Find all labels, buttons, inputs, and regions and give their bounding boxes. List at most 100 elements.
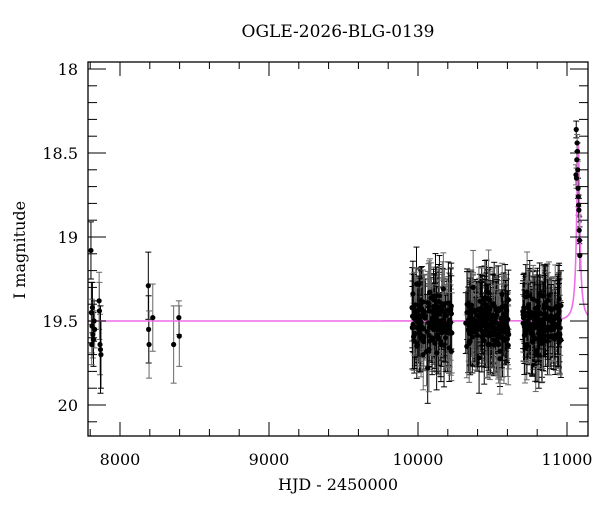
data-point <box>487 341 493 348</box>
data-point <box>531 317 537 323</box>
data-point <box>499 322 506 328</box>
data-point <box>528 329 535 335</box>
y-axis-label: I magnitude <box>10 201 29 299</box>
data-point <box>545 297 551 303</box>
data-point <box>466 340 472 346</box>
plot-frame <box>87 61 589 437</box>
data-point <box>545 338 551 344</box>
data-point <box>497 348 503 354</box>
data-point <box>531 321 537 327</box>
data-point <box>413 281 420 287</box>
data-point <box>416 324 422 330</box>
data-point <box>537 310 543 316</box>
data-point <box>89 304 96 311</box>
data-point <box>505 329 511 335</box>
data-point <box>467 318 473 325</box>
y-tick-label: 18 <box>58 60 78 79</box>
data-point <box>522 345 528 351</box>
data-point <box>484 315 491 321</box>
data-point <box>539 337 546 344</box>
data-point <box>525 304 531 311</box>
data-point <box>534 348 540 354</box>
data-point <box>530 296 536 302</box>
data-point <box>435 332 441 338</box>
data-point <box>415 317 421 323</box>
data-point <box>411 331 418 337</box>
data-point <box>493 315 499 321</box>
data-point <box>490 324 496 330</box>
data-point <box>96 308 103 314</box>
data-point <box>146 326 152 332</box>
data-point <box>574 157 580 163</box>
data-point <box>552 315 558 322</box>
data-point <box>505 297 511 303</box>
data-point <box>145 283 151 289</box>
data-point <box>425 304 432 310</box>
data-point <box>429 321 435 327</box>
data-point <box>498 335 504 341</box>
data-point <box>176 315 182 321</box>
data-point <box>445 300 451 306</box>
data-point <box>429 337 435 343</box>
data-point <box>493 320 500 326</box>
data-points <box>88 126 583 371</box>
y-tick-label: 18.5 <box>42 144 78 163</box>
data-point <box>576 207 582 213</box>
data-point <box>431 303 437 310</box>
data-point <box>89 341 95 348</box>
data-point <box>420 299 426 305</box>
data-point <box>485 324 492 330</box>
data-point <box>576 237 583 243</box>
x-tick-label: 11000 <box>542 450 593 469</box>
data-point <box>555 311 561 318</box>
data-point <box>575 194 581 200</box>
data-point <box>473 329 479 335</box>
data-point <box>556 302 562 308</box>
model-line <box>88 141 589 322</box>
data-point <box>496 342 502 348</box>
data-point <box>96 298 102 304</box>
data-point <box>484 332 490 338</box>
data-point <box>424 329 430 335</box>
data-point <box>88 247 94 254</box>
data-point <box>432 340 438 346</box>
data-point <box>540 321 546 327</box>
data-point <box>97 341 103 348</box>
data-point <box>527 293 533 299</box>
x-tick-label: 10000 <box>393 450 444 469</box>
data-point <box>417 330 423 336</box>
data-point <box>411 304 417 310</box>
data-point <box>576 227 582 233</box>
data-point <box>410 291 416 297</box>
data-point <box>573 175 580 181</box>
data-point <box>491 342 497 348</box>
data-point <box>470 284 476 290</box>
data-point <box>575 167 581 173</box>
data-point <box>423 349 430 355</box>
data-point <box>495 306 501 312</box>
data-point <box>485 310 491 316</box>
axis-ticks <box>88 62 588 436</box>
data-point <box>97 346 104 353</box>
y-tick-label: 19 <box>58 228 78 247</box>
data-point <box>500 315 507 321</box>
data-point <box>497 356 503 362</box>
y-tick-label: 19.5 <box>42 312 78 331</box>
data-point <box>88 310 94 316</box>
data-point <box>439 301 445 307</box>
data-point <box>436 293 443 299</box>
data-point <box>422 314 428 321</box>
data-point <box>411 311 417 317</box>
data-point <box>171 341 177 348</box>
data-point <box>431 311 437 317</box>
data-point <box>574 140 580 146</box>
data-point <box>540 316 547 322</box>
data-point <box>90 331 96 338</box>
data-point <box>557 331 563 338</box>
data-point <box>425 365 431 371</box>
data-point <box>502 303 508 309</box>
data-point <box>526 308 533 315</box>
data-point <box>427 289 433 295</box>
data-point <box>557 325 563 331</box>
